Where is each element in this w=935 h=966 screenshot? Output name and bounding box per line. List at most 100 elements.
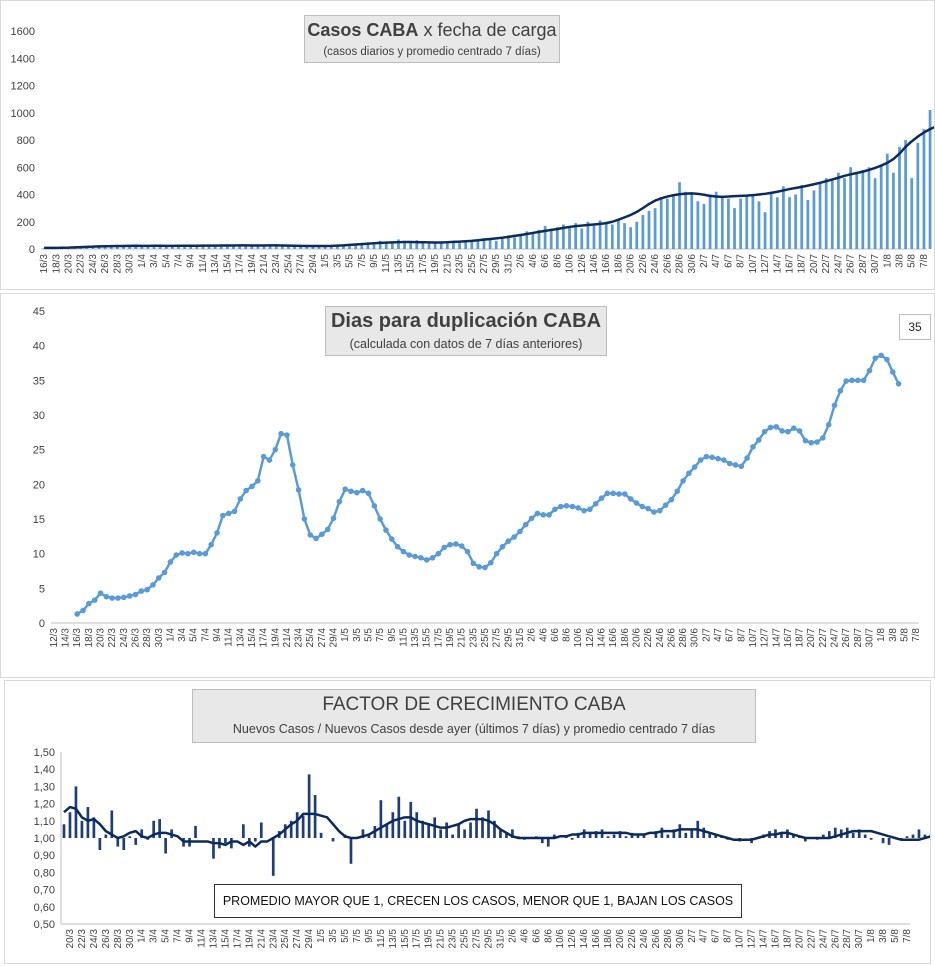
growth-bar — [349, 838, 353, 864]
doubling-xtick: 26/7 — [841, 628, 852, 648]
cases-xtick: 15/4 — [222, 254, 233, 274]
doubling-xtick: 13/4 — [235, 628, 246, 648]
doubling-point — [458, 543, 465, 549]
growth-bar — [618, 831, 622, 838]
doubling-point — [726, 460, 733, 467]
growth-bar — [690, 829, 694, 838]
doubling-point — [272, 446, 279, 453]
cases-bar — [733, 208, 736, 249]
cases-xtick: 7/5 — [357, 254, 368, 268]
growth-bar — [271, 838, 275, 876]
cases-bar — [659, 197, 663, 249]
growth-ytick: 0,70 — [34, 885, 55, 897]
growth-bar — [827, 831, 831, 838]
growth-xtick: 14/7 — [759, 929, 770, 949]
cases-bar — [757, 201, 761, 249]
doubling-point — [295, 487, 302, 493]
growth-bar — [439, 829, 443, 838]
cases-bar — [806, 199, 810, 249]
growth-xtick: 16/6 — [591, 929, 602, 949]
doubling-point — [674, 488, 681, 495]
doubling-point — [278, 430, 284, 437]
growth-bar — [92, 817, 96, 838]
doubling-xtick: 19/5 — [445, 628, 456, 648]
growth-bar — [403, 820, 407, 838]
cases-xtick: 16/3 — [39, 254, 50, 274]
doubling-point — [721, 457, 727, 463]
doubling-ytick: 40 — [33, 341, 45, 353]
doubling-xtick: 22/6 — [643, 628, 654, 648]
cases-bar — [268, 244, 272, 249]
cases-bar — [690, 194, 694, 249]
doubling-point — [476, 564, 482, 570]
doubling-point — [639, 503, 646, 510]
cases-xtick: 30/7 — [870, 254, 881, 274]
cases-xtick: 21/5 — [442, 254, 453, 274]
cases-xtick: 3/5 — [332, 254, 343, 268]
doubling-point — [348, 488, 354, 495]
doubling-xtick: 20/7 — [806, 628, 817, 648]
doubling-point — [388, 536, 395, 542]
cases-xtick: 24/3 — [88, 254, 99, 274]
doubling-point — [470, 560, 477, 567]
cases-xtick: 20/7 — [809, 254, 820, 274]
doubling-point — [703, 453, 710, 460]
doubling-point — [610, 490, 616, 497]
doubling-point — [121, 594, 127, 601]
doubling-xtick: 5/4 — [189, 628, 200, 642]
doubling-xtick: 27/5 — [492, 628, 503, 648]
growth-bar — [307, 774, 311, 838]
doubling-point — [313, 535, 319, 542]
growth-xtick: 6/6 — [531, 929, 542, 943]
cases-bar — [189, 245, 193, 249]
doubling-point — [464, 548, 471, 555]
doubling-xtick: 15/4 — [247, 628, 258, 648]
cases-bar — [830, 180, 834, 249]
growth-bar — [134, 838, 138, 845]
growth-xtick: 27/4 — [292, 929, 303, 949]
doubling-point — [173, 552, 180, 558]
growth-bar — [409, 801, 413, 838]
growth-xtick: 7/8 — [902, 929, 913, 943]
cases-bar — [555, 227, 559, 249]
growth-avg-line — [63, 805, 930, 848]
doubling-point — [680, 478, 686, 484]
cases-bar — [794, 194, 798, 249]
doubling-xtick: 21/5 — [457, 628, 468, 648]
growth-xtick: 24/6 — [639, 929, 650, 949]
growth-bar — [259, 822, 263, 838]
cases-xtick: 6/7 — [723, 254, 734, 268]
doubling-xtick: 10/7 — [748, 628, 759, 648]
doubling-point — [755, 437, 762, 443]
cases-ytick: 1000 — [11, 108, 35, 120]
growth-bar — [385, 824, 389, 838]
doubling-point — [691, 464, 698, 470]
growth-ytick: 0,80 — [34, 867, 55, 879]
doubling-point — [522, 521, 529, 528]
cases-xtick: 28/3 — [112, 254, 123, 274]
cases-bar — [390, 242, 394, 249]
doubling-point — [383, 527, 389, 533]
doubling-point — [581, 507, 587, 514]
doubling-xtick: 23/5 — [468, 628, 479, 648]
doubling-xtick: 28/3 — [142, 628, 153, 648]
cases-bar — [452, 240, 455, 249]
growth-xtick: 6/7 — [711, 929, 722, 943]
chart-panel-doubling: 0 5 10 15 20 25 30 35 40 45 12/3 14/3 16/3 18/3 20/3 22… — [0, 293, 935, 678]
growth-bar — [289, 820, 293, 838]
cases-xtick: 19/5 — [430, 254, 441, 274]
cases-bar — [458, 242, 461, 249]
cases-bar — [513, 237, 516, 249]
doubling-point — [237, 496, 244, 502]
doubling-point — [138, 588, 145, 594]
growth-xtick: 17/4 — [232, 929, 243, 949]
doubling-xtick: 29/5 — [503, 628, 514, 648]
cases-bar — [122, 246, 125, 249]
cases-bar — [519, 234, 523, 249]
doubling-point — [400, 548, 407, 555]
growth-bar — [427, 824, 431, 838]
doubling-xtick: 9/4 — [212, 628, 223, 642]
cases-bar — [549, 228, 553, 249]
doubling-point — [878, 352, 884, 359]
doubling-point — [837, 387, 844, 394]
